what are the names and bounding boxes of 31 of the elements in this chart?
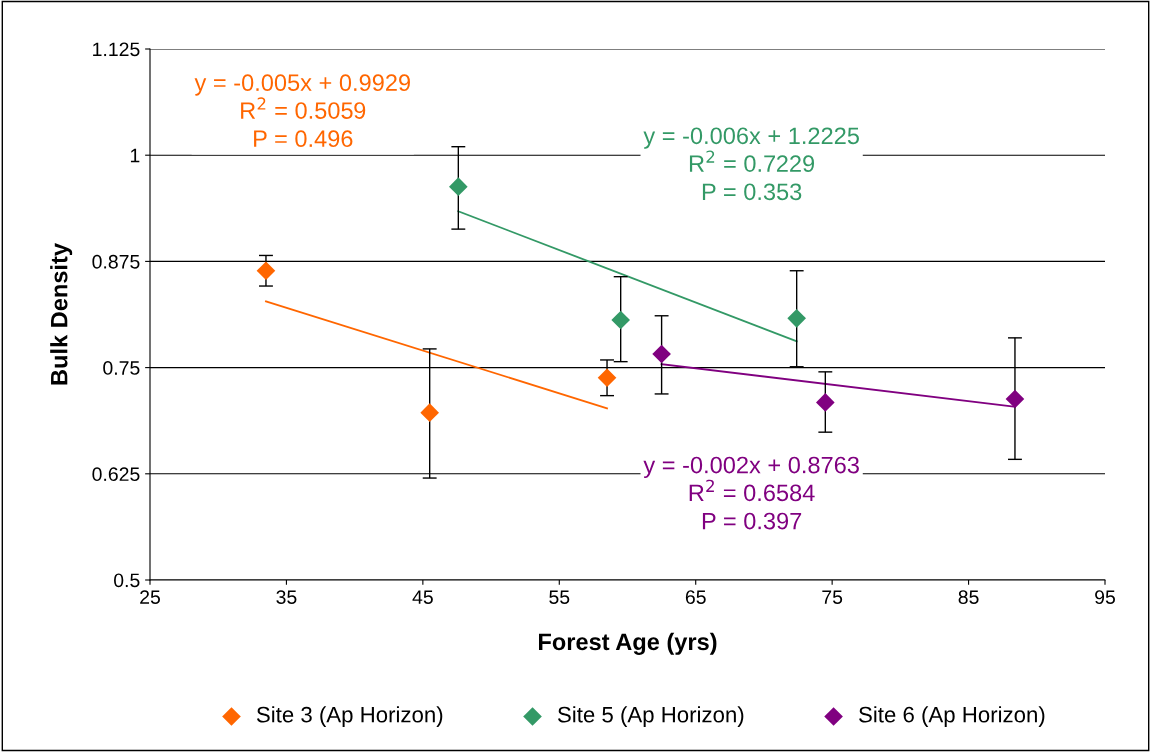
y-tick-label: 0.75 — [103, 361, 140, 375]
point — [597, 368, 617, 388]
x-tick-label: 65 — [685, 590, 706, 604]
x-axis-title: Forest Age (yrs) — [539, 632, 717, 655]
point — [420, 403, 439, 422]
point — [611, 310, 630, 330]
point — [256, 261, 276, 281]
y-tick-label: 0.5 — [114, 573, 140, 588]
y-tick-label: 1.125 — [93, 42, 140, 57]
annotation: y = -0.005x + 0.9929 R$^{2}$ = 0.5059 P = 0.496 — [194, 74, 410, 148]
y-axis-title: Bulk Density — [50, 243, 73, 385]
annotation: y = -0.006x + 1.2225 R$^{2}$ = 0.7229 P = 0.353 — [643, 127, 859, 201]
y-tick-label: 0.875 — [92, 254, 140, 269]
x-tick-label: 45 — [412, 590, 433, 604]
legend-label: Site 3 (Ap Horizon) — [256, 706, 443, 727]
x-tick-label: 95 — [1095, 590, 1115, 604]
x-tick-label: 25 — [140, 590, 160, 604]
point — [449, 177, 468, 196]
legend-label: Site 5 (Ap Horizon) — [557, 706, 744, 727]
point — [1005, 389, 1025, 409]
x-tick-label: 75 — [822, 590, 843, 604]
annotation: y = -0.002x + 0.8763 R$^{2}$ = 0.6584 P = 0.397 — [643, 456, 859, 530]
point — [787, 309, 806, 328]
x-tick-label: 55 — [549, 590, 570, 604]
x-tick-label: 85 — [958, 590, 979, 604]
y-tick-label: 1 — [130, 148, 140, 163]
legend-label: Site 6 (Ap Horizon) — [859, 706, 1045, 727]
x-tick-label: 35 — [276, 590, 297, 604]
y-tick-label: 0.625 — [92, 467, 140, 482]
point — [652, 344, 671, 364]
point — [816, 393, 835, 412]
